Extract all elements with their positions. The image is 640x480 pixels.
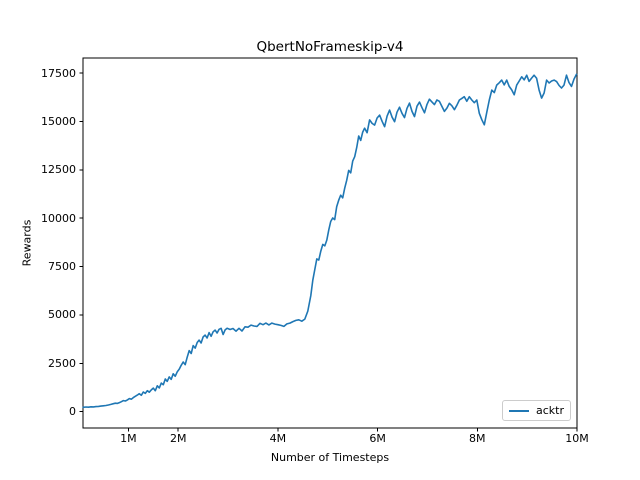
y-tick-label: 7500 (48, 260, 76, 274)
y-tick-label: 12500 (41, 163, 76, 177)
y-tick-label: 2500 (48, 356, 76, 370)
y-tick-label: 0 (69, 405, 76, 419)
x-tick-label: 2M (169, 432, 187, 445)
chart-title: QbertNoFrameskip-v4 (256, 39, 404, 55)
x-tick-label: 10M (565, 432, 589, 445)
x-tick-label: 8M (469, 432, 486, 445)
y-tick-label: 10000 (41, 211, 76, 225)
x-tick-label: 1M (120, 432, 137, 445)
legend-label: acktr (536, 404, 564, 417)
y-tick-label: 15000 (41, 114, 76, 128)
x-tick-label: 6M (369, 432, 386, 445)
y-tick-label: 17500 (41, 66, 76, 80)
y-tick-label: 5000 (48, 308, 76, 322)
x-axis-label: Number of Timesteps (270, 451, 390, 464)
x-tick-label: 4M (269, 432, 287, 445)
legend: acktr (502, 400, 571, 421)
series-line-acktr (82, 73, 578, 409)
legend-line-swatch (509, 409, 529, 412)
axes-spines (82, 57, 578, 429)
